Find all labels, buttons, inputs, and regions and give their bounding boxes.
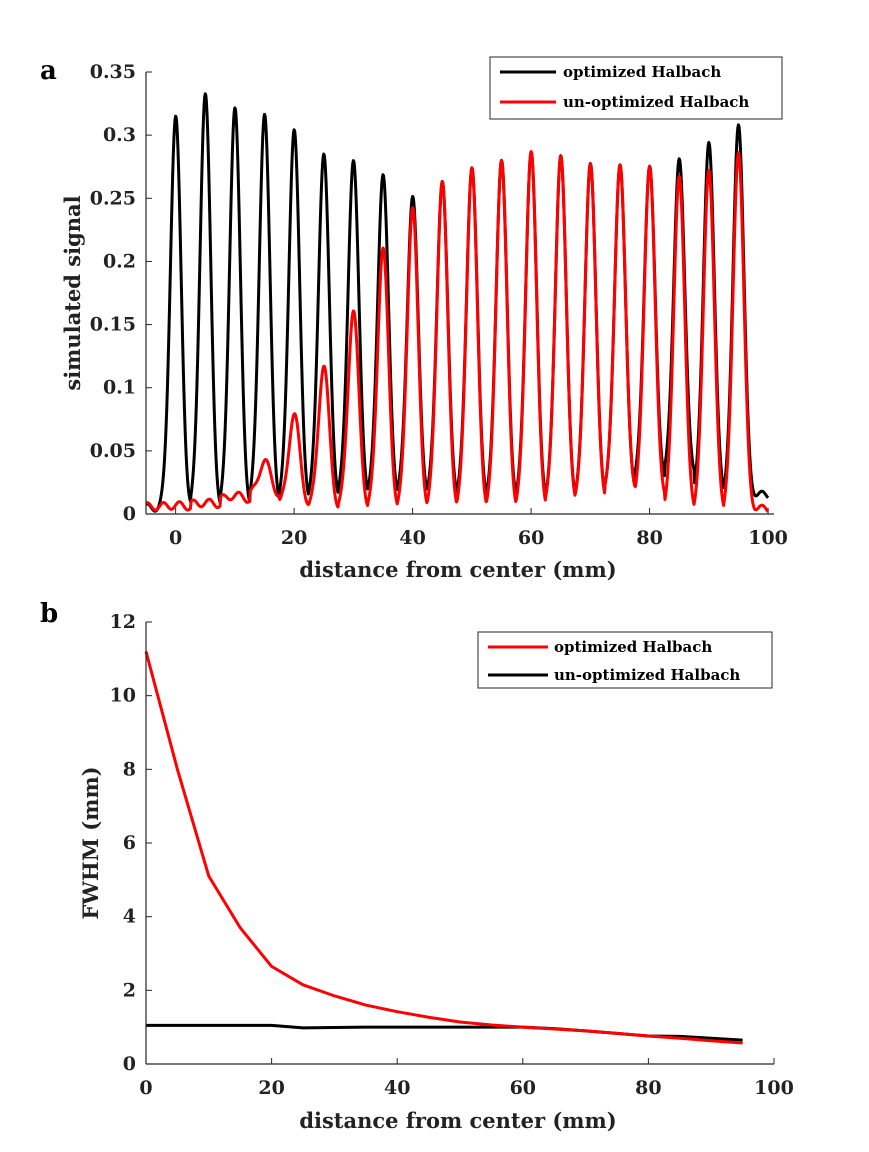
x-tick-label: 40	[384, 1077, 410, 1099]
y-tick-label: 10	[110, 685, 136, 707]
panel-b-legend-label-unoptimized: un-optimized Halbach	[554, 666, 740, 684]
x-tick-label: 0	[169, 527, 182, 549]
y-tick-label: 8	[123, 758, 136, 780]
panel-a-xlabel: distance from center (mm)	[299, 557, 616, 582]
panel-b-ticks: 0 20 40 60 80 100 0 2 4 6 8 10 12	[110, 611, 794, 1099]
panel-b-label: b	[40, 599, 58, 629]
panel-a-label: a	[40, 56, 57, 86]
x-tick-label: 0	[139, 1077, 152, 1099]
panel-a-series-line-unoptimized	[145, 150, 770, 513]
panel-b-legend-box	[477, 631, 773, 689]
y-tick-label: 0	[123, 503, 136, 525]
x-tick-label: 20	[281, 527, 307, 549]
panel-b-series-line-optimized	[144, 651, 743, 1045]
y-tick-label: 6	[123, 832, 136, 854]
panel-a-legend-label-unoptimized: un-optimized Halbach	[563, 93, 749, 111]
panel-a-series	[145, 92, 770, 513]
panel-a-legend-label-optimized: optimized Halbach	[563, 63, 721, 81]
x-tick-label: 100	[754, 1077, 794, 1099]
y-tick-label: 0.05	[90, 440, 136, 462]
panel-b-xlabel: distance from center (mm)	[299, 1108, 616, 1133]
x-tick-label: 80	[635, 1077, 661, 1099]
panel-b-ylabel: FWHM (mm)	[78, 766, 103, 919]
panel-b-legend-label-optimized: optimized Halbach	[554, 638, 712, 656]
y-tick-label: 0.2	[103, 250, 136, 272]
x-tick-label: 80	[636, 527, 662, 549]
y-tick-label: 12	[110, 611, 136, 633]
panel-b-plot-area	[146, 622, 774, 1064]
y-tick-label: 0.3	[103, 124, 136, 146]
panel-b-chart: b 0 20 40 60 80 100 0 2 4 6 8 10 12 distance from ce…	[40, 599, 794, 1133]
y-tick-label: 0.15	[90, 314, 136, 336]
y-tick-label: 0.25	[90, 187, 136, 209]
panel-a-chart: a 0 20 40 60 80 100 0 0.05 0.1 0.15 0.2 0.25 0.3 0.35…	[40, 56, 788, 582]
x-tick-label: 40	[399, 527, 425, 549]
x-tick-label: 100	[748, 527, 788, 549]
y-tick-label: 2	[123, 979, 136, 1001]
panel-a-legend-box	[489, 56, 783, 120]
panel-b-series	[144, 651, 743, 1045]
panel-a-legend: optimized Halbach un-optimized Halbach	[489, 56, 783, 120]
panel-a-ylabel: simulated signal	[60, 195, 85, 390]
y-tick-label: 0	[123, 1053, 136, 1075]
x-tick-label: 60	[510, 1077, 536, 1099]
panel-b-legend: optimized Halbach un-optimized Halbach	[477, 631, 773, 689]
x-tick-label: 60	[518, 527, 544, 549]
y-tick-label: 0.1	[103, 377, 136, 399]
panel-a-ticks: 0 20 40 60 80 100 0 0.05 0.1 0.15 0.2 0.25 0.3 0.35	[90, 61, 788, 549]
y-tick-label: 4	[123, 906, 136, 928]
y-tick-label: 0.35	[90, 61, 136, 83]
x-tick-label: 20	[258, 1077, 284, 1099]
